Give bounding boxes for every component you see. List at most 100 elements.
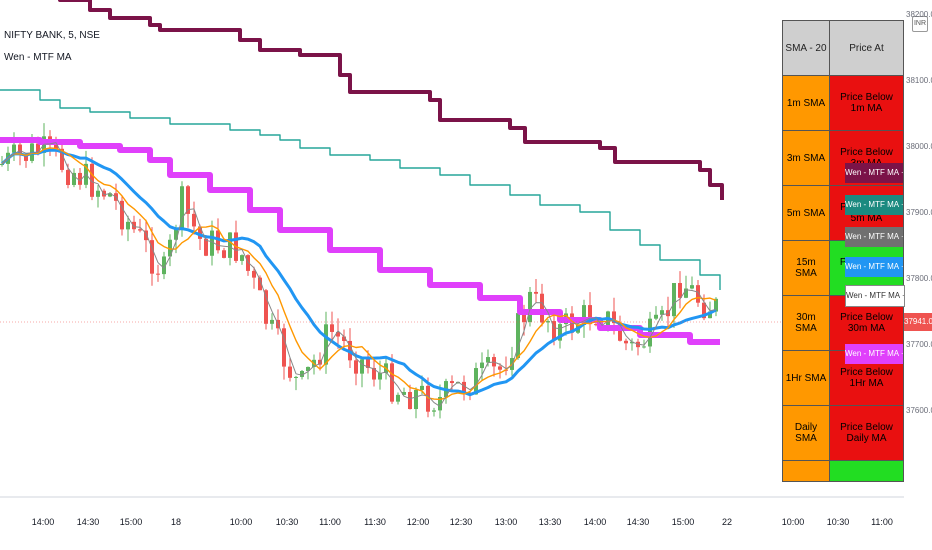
candle bbox=[672, 283, 676, 317]
candle bbox=[486, 357, 490, 363]
x-tick-label: 10:30 bbox=[275, 517, 299, 527]
candle bbox=[324, 324, 328, 365]
candle bbox=[462, 381, 466, 393]
table-row bbox=[782, 460, 904, 482]
candle bbox=[180, 186, 184, 229]
currency-button[interactable]: INR bbox=[912, 16, 928, 32]
candle bbox=[96, 190, 100, 197]
symbol-legend: NIFTY BANK, 5, NSE bbox=[4, 30, 100, 41]
candle bbox=[426, 385, 430, 412]
ma-badge: Wen - MTF MA · SMA 3m bbox=[845, 285, 905, 307]
candle bbox=[480, 362, 484, 369]
x-tick-label: 12:00 bbox=[406, 517, 430, 527]
table-cell-status: Price Below 1m MA bbox=[829, 75, 904, 131]
candle bbox=[654, 314, 658, 319]
candle bbox=[558, 324, 562, 341]
candle bbox=[144, 230, 148, 241]
candle bbox=[378, 372, 382, 380]
candle bbox=[354, 360, 358, 374]
x-tick-label: 10:00 bbox=[229, 517, 253, 527]
candle bbox=[306, 366, 310, 371]
ma-badge: Wen - MTF MA · SMA 1h bbox=[845, 163, 903, 183]
candle bbox=[288, 366, 292, 378]
candle bbox=[246, 255, 250, 271]
ma-badge: Wen - MTF MA · SMA 5m bbox=[845, 257, 903, 277]
candle bbox=[264, 290, 268, 324]
candle bbox=[300, 370, 304, 377]
candle bbox=[0, 163, 4, 165]
candle bbox=[78, 172, 82, 185]
y-tick-label: 37900.00 bbox=[906, 208, 932, 217]
candle bbox=[402, 391, 406, 395]
sma-1h-line bbox=[58, 0, 724, 200]
candle bbox=[186, 186, 190, 214]
candle bbox=[630, 341, 634, 344]
candle bbox=[102, 190, 106, 197]
candle bbox=[192, 213, 196, 227]
table-cell-status: Price Below Daily MA bbox=[829, 405, 904, 461]
ma-badge: Wen - MTF MA · SMA 15m bbox=[845, 344, 903, 364]
candle bbox=[528, 291, 532, 323]
table-cell-timeframe: 3m SMA bbox=[782, 130, 830, 186]
table-cell-timeframe: 1m SMA bbox=[782, 75, 830, 131]
x-tick-label: 12:30 bbox=[449, 517, 473, 527]
y-tick-label: 37700.00 bbox=[906, 340, 932, 349]
sma-30m-line bbox=[0, 89, 721, 290]
table-cell-timeframe: 1Hr SMA bbox=[782, 350, 830, 406]
x-tick-label: 14:30 bbox=[626, 517, 650, 527]
candle bbox=[396, 394, 400, 402]
candle bbox=[612, 311, 616, 324]
candle bbox=[108, 193, 112, 197]
sma-3m-line bbox=[1, 147, 717, 401]
candle bbox=[150, 240, 154, 274]
candle bbox=[438, 397, 442, 411]
x-tick-label: 14:00 bbox=[31, 517, 55, 527]
table-row: 1m SMA Price Below 1m MA bbox=[782, 75, 904, 131]
candle bbox=[156, 273, 160, 275]
candle bbox=[702, 302, 706, 319]
candle bbox=[12, 144, 16, 153]
candle bbox=[498, 366, 502, 370]
x-tick-label: 11:00 bbox=[319, 517, 341, 527]
candle bbox=[318, 359, 322, 365]
sma-status-table: SMA - 20 Price At 1m SMA Price Below 1m MA 3… bbox=[782, 20, 904, 482]
candle bbox=[342, 336, 346, 341]
candle bbox=[228, 232, 232, 258]
table-row: 1Hr SMA Price Below 1Hr MA bbox=[782, 350, 904, 406]
candle bbox=[594, 324, 598, 326]
table-cell-timeframe: 15m SMA bbox=[782, 240, 830, 296]
candle bbox=[366, 359, 370, 368]
table-cell-timeframe: 30m SMA bbox=[782, 295, 830, 351]
candle bbox=[708, 311, 712, 319]
candle bbox=[204, 238, 208, 256]
candle bbox=[174, 228, 178, 240]
x-tick-label: 14:00 bbox=[583, 517, 607, 527]
table-cell-timeframe: 5m SMA bbox=[782, 185, 830, 241]
table-row: Daily SMA Price Below Daily MA bbox=[782, 405, 904, 461]
candle bbox=[450, 381, 454, 384]
candle bbox=[522, 313, 526, 323]
sma-5m-line bbox=[0, 148, 717, 397]
candle bbox=[126, 221, 130, 230]
ma-badge: Wen - MTF MA · SMA 1m bbox=[845, 227, 903, 247]
candle bbox=[24, 154, 28, 161]
candle bbox=[534, 291, 538, 294]
x-tick-label: 22 bbox=[721, 517, 733, 527]
x-tick-label: 11:30 bbox=[364, 517, 386, 527]
ma-lines bbox=[0, 0, 724, 407]
candle bbox=[66, 169, 70, 185]
y-tick-label: 37600.00 bbox=[906, 406, 932, 415]
candle bbox=[60, 148, 64, 170]
candle bbox=[270, 319, 274, 324]
last-price-tag: 37941.05 bbox=[904, 313, 932, 331]
candle bbox=[420, 385, 424, 391]
table-cell-status: Price Below 1Hr MA bbox=[829, 350, 904, 406]
candle bbox=[282, 328, 286, 367]
candle bbox=[330, 324, 334, 332]
candle bbox=[618, 323, 622, 341]
candle bbox=[582, 305, 586, 325]
candle bbox=[696, 285, 700, 303]
candle bbox=[36, 143, 40, 153]
indicator-legend[interactable]: Wen - MTF MA bbox=[4, 52, 72, 63]
